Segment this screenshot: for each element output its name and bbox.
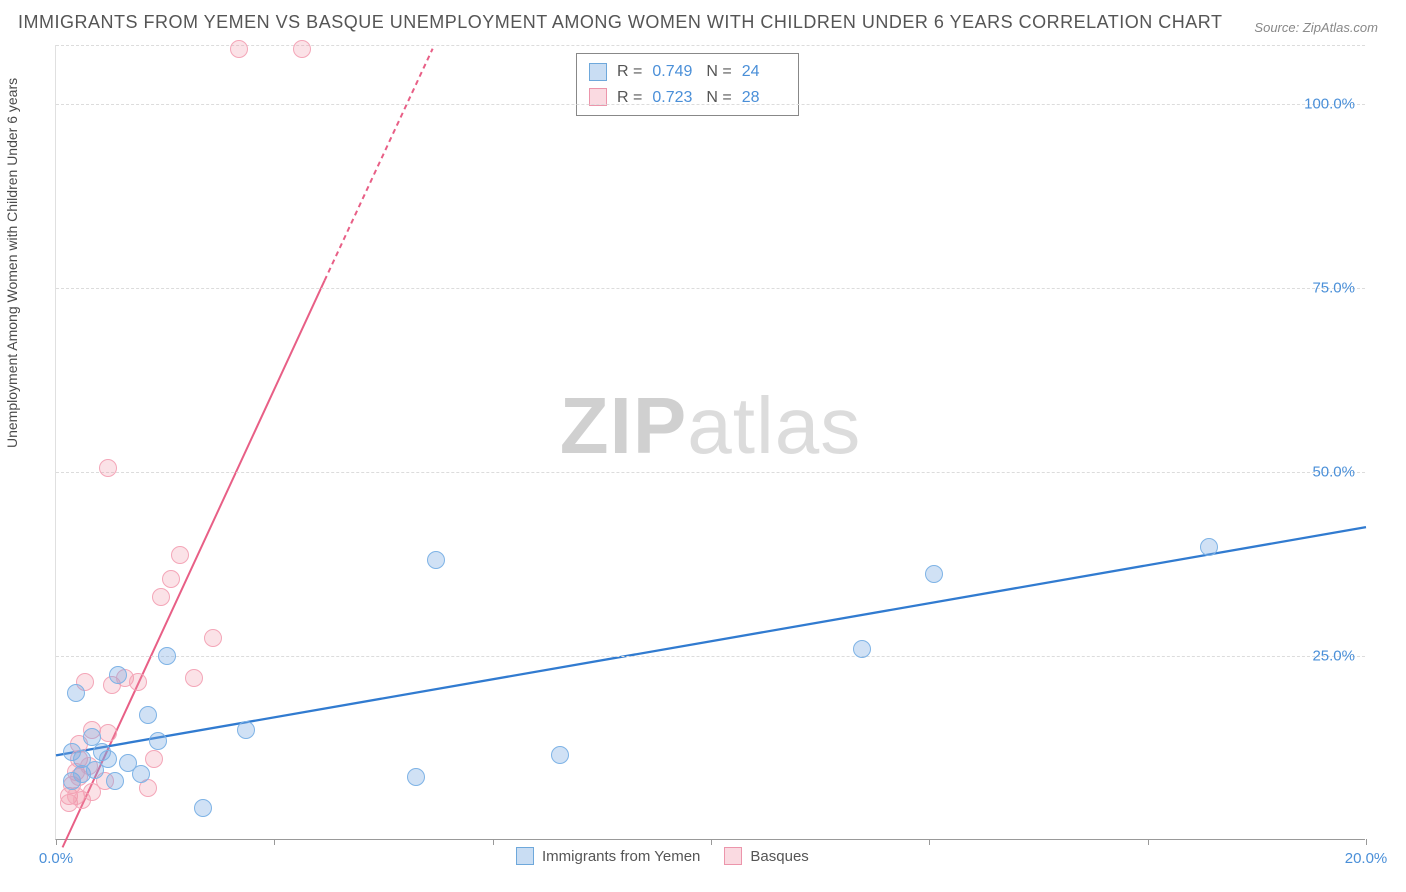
scatter-point bbox=[149, 732, 167, 750]
scatter-point bbox=[185, 669, 203, 687]
gridline-h bbox=[56, 45, 1365, 46]
gridline-h bbox=[56, 104, 1365, 105]
legend-row: R = 0.723 N = 28 bbox=[589, 85, 786, 111]
x-tick bbox=[274, 839, 275, 845]
y-tick-label: 100.0% bbox=[1304, 95, 1355, 112]
x-tick-label: 20.0% bbox=[1345, 850, 1388, 867]
scatter-point bbox=[129, 673, 147, 691]
scatter-point bbox=[551, 746, 569, 764]
legend-n-value: 28 bbox=[742, 85, 786, 111]
source-attribution: Source: ZipAtlas.com bbox=[1254, 20, 1378, 35]
y-tick-label: 75.0% bbox=[1312, 279, 1355, 296]
scatter-point bbox=[925, 565, 943, 583]
scatter-point bbox=[1200, 538, 1218, 556]
x-tick bbox=[493, 839, 494, 845]
source-value: ZipAtlas.com bbox=[1303, 20, 1378, 35]
legend-r-label: R = bbox=[617, 59, 642, 85]
y-axis-label: Unemployment Among Women with Children U… bbox=[4, 78, 20, 448]
scatter-point bbox=[139, 706, 157, 724]
trend-line bbox=[56, 527, 1366, 755]
scatter-point bbox=[99, 459, 117, 477]
legend-r-label: R = bbox=[617, 85, 642, 111]
scatter-point bbox=[106, 772, 124, 790]
legend-r-value: 0.723 bbox=[652, 85, 696, 111]
x-tick bbox=[929, 839, 930, 845]
scatter-point bbox=[237, 721, 255, 739]
source-label: Source: bbox=[1254, 20, 1299, 35]
legend-series: Immigrants from Yemen Basques bbox=[516, 847, 809, 865]
scatter-point bbox=[162, 570, 180, 588]
gridline-h bbox=[56, 472, 1365, 473]
scatter-point bbox=[407, 768, 425, 786]
scatter-point bbox=[109, 666, 127, 684]
legend-label: Basques bbox=[750, 848, 808, 865]
legend-n-label: N = bbox=[706, 85, 731, 111]
x-tick bbox=[1148, 839, 1149, 845]
legend-swatch bbox=[589, 63, 607, 81]
scatter-point bbox=[853, 640, 871, 658]
scatter-point bbox=[158, 647, 176, 665]
y-tick-label: 25.0% bbox=[1312, 647, 1355, 664]
x-tick bbox=[711, 839, 712, 845]
x-tick bbox=[56, 839, 57, 845]
scatter-point bbox=[99, 724, 117, 742]
legend-r-value: 0.749 bbox=[652, 59, 696, 85]
chart-title: IMMIGRANTS FROM YEMEN VS BASQUE UNEMPLOY… bbox=[18, 12, 1222, 33]
legend-label: Immigrants from Yemen bbox=[542, 848, 700, 865]
scatter-point bbox=[293, 40, 311, 58]
legend-correlation: R = 0.749 N = 24 R = 0.723 N = 28 bbox=[576, 53, 799, 116]
scatter-point bbox=[145, 750, 163, 768]
scatter-point bbox=[67, 684, 85, 702]
legend-n-label: N = bbox=[706, 59, 731, 85]
scatter-point bbox=[427, 551, 445, 569]
gridline-h bbox=[56, 288, 1365, 289]
scatter-point bbox=[132, 765, 150, 783]
gridline-h bbox=[56, 656, 1365, 657]
scatter-point bbox=[99, 750, 117, 768]
legend-item: Basques bbox=[724, 847, 808, 865]
trend-line bbox=[325, 49, 433, 281]
scatter-point bbox=[204, 629, 222, 647]
scatter-point bbox=[230, 40, 248, 58]
scatter-point bbox=[194, 799, 212, 817]
legend-n-value: 24 bbox=[742, 59, 786, 85]
plot-area: ZIPatlas R =0.749N =24R =0.723N =28 Immi… bbox=[55, 45, 1365, 840]
trend-lines-layer bbox=[56, 45, 1365, 839]
scatter-point bbox=[171, 546, 189, 564]
x-tick-label: 0.0% bbox=[39, 850, 73, 867]
scatter-point bbox=[152, 588, 170, 606]
x-tick bbox=[1366, 839, 1367, 845]
legend-swatch bbox=[724, 847, 742, 865]
legend-swatch bbox=[516, 847, 534, 865]
legend-item: Immigrants from Yemen bbox=[516, 847, 700, 865]
y-tick-label: 50.0% bbox=[1312, 463, 1355, 480]
legend-row: R = 0.749 N = 24 bbox=[589, 59, 786, 85]
